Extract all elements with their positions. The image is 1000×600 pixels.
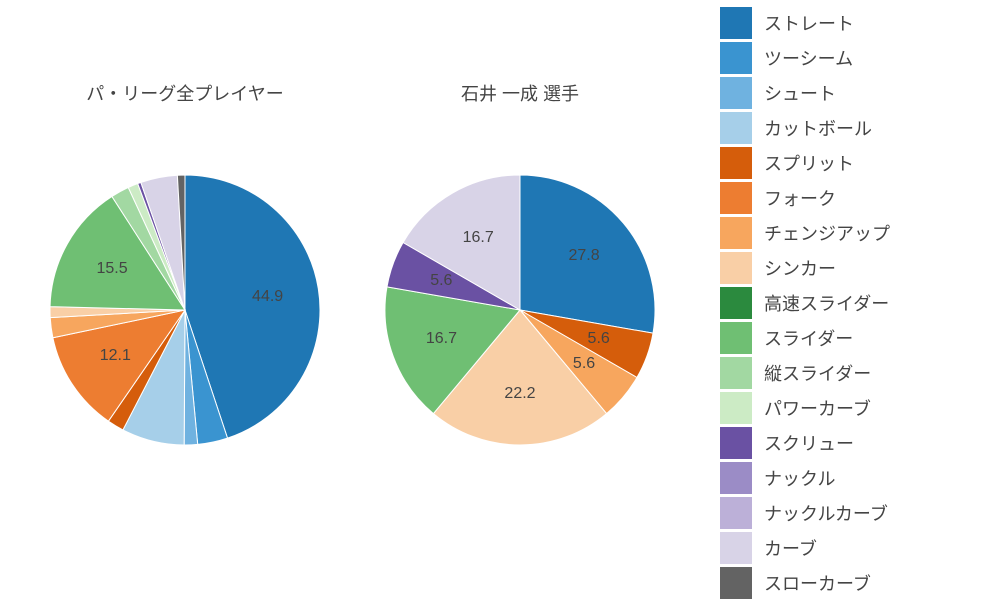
legend-label: ナックルカーブ <box>764 500 888 526</box>
legend-label: ツーシーム <box>764 45 853 71</box>
legend-item: フォーク <box>720 180 990 215</box>
slice-value-label: 22.2 <box>504 385 535 403</box>
legend-label: スプリット <box>764 150 854 176</box>
slice-value-label: 16.7 <box>426 330 457 348</box>
legend-item: 縦スライダー <box>720 355 990 390</box>
slice-value-label: 5.6 <box>573 355 595 373</box>
legend: ストレートツーシームシュートカットボールスプリットフォークチェンジアップシンカー… <box>720 0 990 600</box>
legend-label: ナックル <box>764 465 835 491</box>
legend-swatch <box>720 7 752 39</box>
legend-swatch <box>720 42 752 74</box>
chart-title: 石井 一成 選手 <box>370 80 670 106</box>
legend-label: スクリュー <box>764 430 854 456</box>
legend-item: ツーシーム <box>720 40 990 75</box>
legend-item: 高速スライダー <box>720 285 990 320</box>
legend-item: カーブ <box>720 530 990 565</box>
legend-label: スライダー <box>764 325 853 351</box>
legend-label: スローカーブ <box>764 570 871 596</box>
figure-root: ストレートツーシームシュートカットボールスプリットフォークチェンジアップシンカー… <box>0 0 1000 600</box>
legend-swatch <box>720 462 752 494</box>
legend-label: カーブ <box>764 535 817 561</box>
legend-swatch <box>720 217 752 249</box>
legend-swatch <box>720 77 752 109</box>
legend-item: スローカーブ <box>720 565 990 600</box>
legend-swatch <box>720 392 752 424</box>
legend-item: ナックル <box>720 460 990 495</box>
chart-title: パ・リーグ全プレイヤー <box>35 80 335 106</box>
legend-swatch <box>720 147 752 179</box>
legend-item: チェンジアップ <box>720 215 990 250</box>
legend-item: スクリュー <box>720 425 990 460</box>
pie-chart <box>48 173 322 447</box>
legend-swatch <box>720 112 752 144</box>
legend-swatch <box>720 427 752 459</box>
slice-value-label: 12.1 <box>100 347 131 365</box>
legend-label: ストレート <box>764 10 854 36</box>
slice-value-label: 5.6 <box>588 330 610 348</box>
legend-label: パワーカーブ <box>764 395 871 421</box>
legend-item: ナックルカーブ <box>720 495 990 530</box>
legend-swatch <box>720 252 752 284</box>
legend-swatch <box>720 287 752 319</box>
slice-value-label: 15.5 <box>96 260 127 278</box>
legend-swatch <box>720 322 752 354</box>
legend-label: フォーク <box>764 185 836 211</box>
legend-item: シンカー <box>720 250 990 285</box>
slice-value-label: 5.6 <box>430 272 452 290</box>
legend-swatch <box>720 497 752 529</box>
legend-item: カットボール <box>720 110 990 145</box>
legend-swatch <box>720 532 752 564</box>
legend-label: 高速スライダー <box>764 290 889 316</box>
legend-swatch <box>720 182 752 214</box>
slice-value-label: 16.7 <box>463 229 494 247</box>
pie-chart <box>383 173 657 447</box>
legend-item: スライダー <box>720 320 990 355</box>
legend-swatch <box>720 567 752 599</box>
slice-value-label: 44.9 <box>252 288 283 306</box>
legend-item: ストレート <box>720 5 990 40</box>
legend-label: 縦スライダー <box>764 360 871 386</box>
legend-swatch <box>720 357 752 389</box>
legend-item: シュート <box>720 75 990 110</box>
legend-label: シュート <box>764 80 836 106</box>
legend-item: スプリット <box>720 145 990 180</box>
legend-label: シンカー <box>764 255 836 281</box>
slice-value-label: 27.8 <box>568 247 599 265</box>
legend-label: カットボール <box>764 115 872 141</box>
legend-item: パワーカーブ <box>720 390 990 425</box>
legend-label: チェンジアップ <box>764 220 890 246</box>
